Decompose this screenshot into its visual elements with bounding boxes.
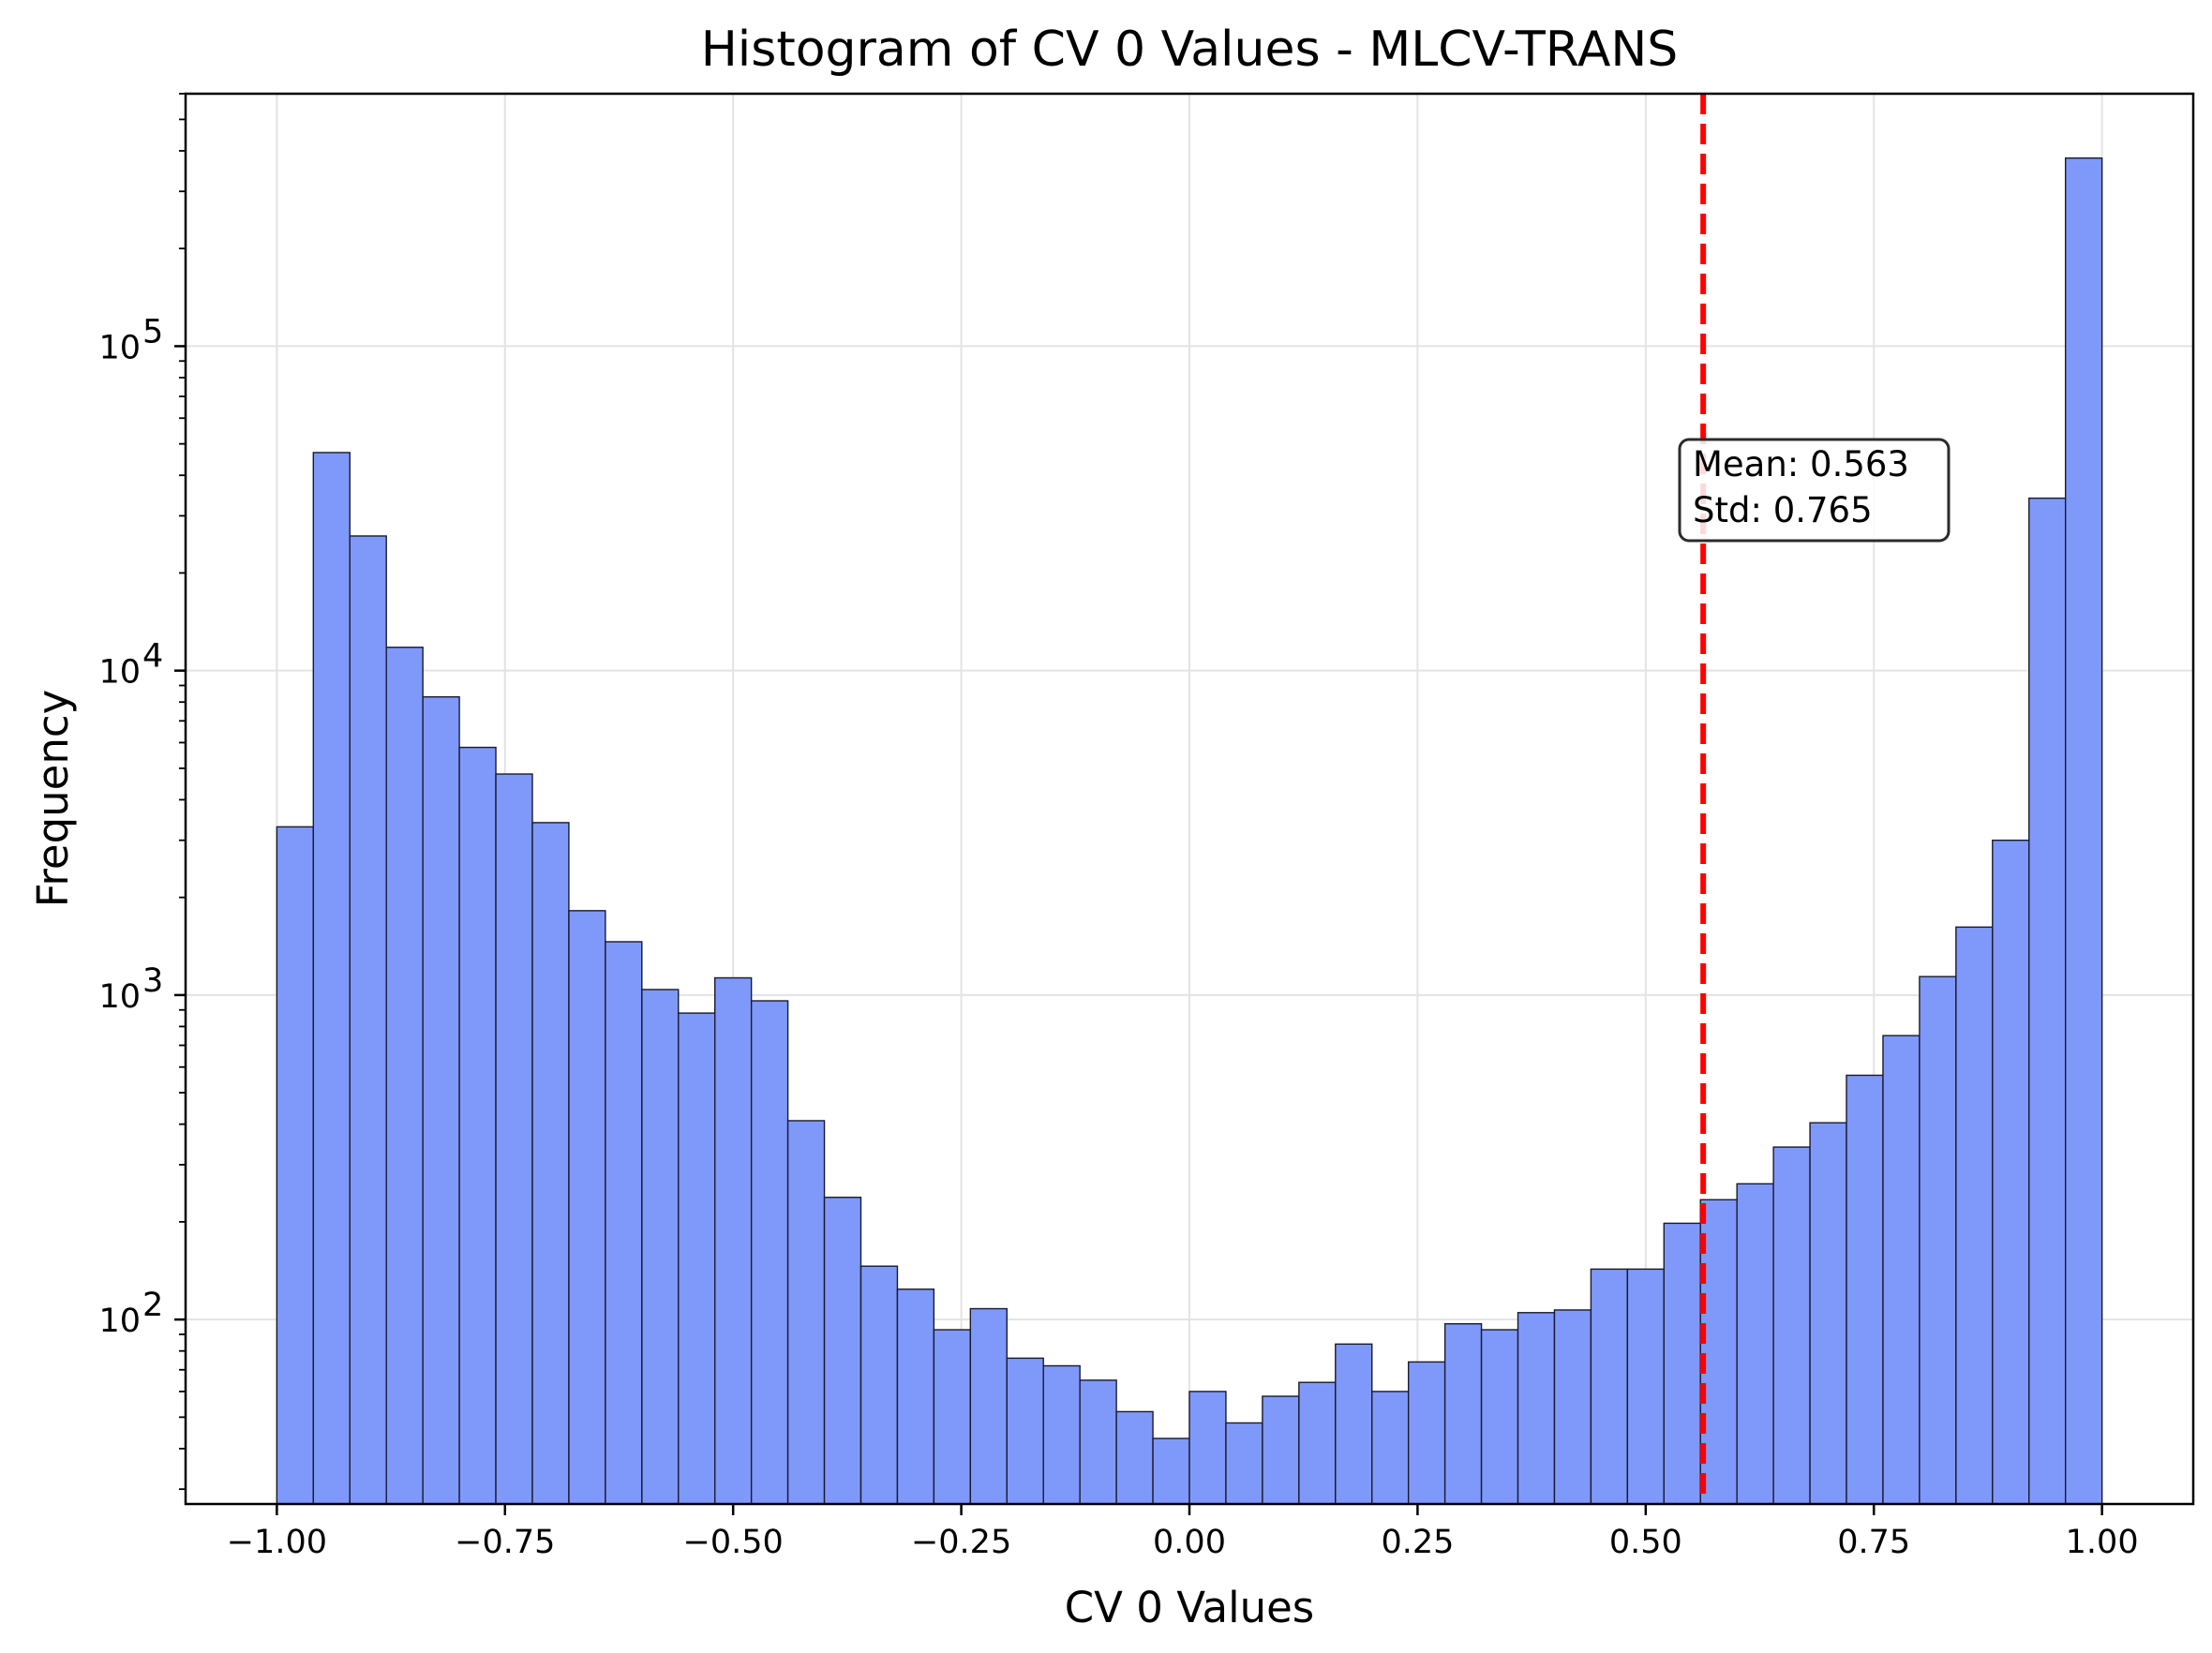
histogram-bar: [1480, 1329, 1519, 1505]
histogram-bar: [1736, 1183, 1774, 1505]
histogram-bar: [1115, 1410, 1154, 1505]
x-axis-ticks: −1.00 −0.75 −0.50 −0.25 0.00 0.25 0.50 0.75 1.00: [227, 1504, 2139, 1561]
histogram-bar: [605, 941, 643, 1505]
histogram-bar: [495, 773, 533, 1505]
histogram-bar: [1590, 1268, 1629, 1505]
mean-text: Mean: 0.563: [1693, 444, 1909, 484]
histogram-bar: [896, 1288, 935, 1505]
histogram-bar: [1992, 839, 2030, 1505]
histogram-bar: [1553, 1309, 1592, 1505]
histogram-bar: [458, 746, 497, 1505]
histogram-bar: [385, 647, 424, 1505]
histogram-bar: [1298, 1381, 1337, 1505]
x-tick-label: 0.75: [1837, 1524, 1910, 1561]
x-tick-label: 0.50: [1609, 1524, 1682, 1561]
chart-title: Histogram of CV 0 Values - MLCV-TRANS: [701, 22, 1679, 78]
histogram-bar: [422, 695, 460, 1505]
histogram-bar: [1006, 1357, 1044, 1505]
histogram-bar: [1882, 1035, 1921, 1505]
histogram-bar: [1152, 1437, 1190, 1505]
histogram-bar: [859, 1265, 899, 1505]
stats-box-frame: [1678, 438, 1950, 543]
histogram-bar: [1443, 1322, 1483, 1505]
histogram-bar: [2064, 156, 2103, 1505]
histogram-bar: [349, 535, 387, 1505]
histogram-bar: [933, 1329, 972, 1505]
histogram-bar: [1407, 1361, 1446, 1505]
y-tick-exponent: 5: [142, 313, 163, 350]
histogram-bar: [641, 989, 680, 1505]
x-tick-label: 0.00: [1153, 1524, 1226, 1561]
y-tick-label: 10: [98, 654, 141, 692]
y-tick-exponent: 2: [142, 1287, 163, 1324]
x-tick-label: −1.00: [227, 1524, 327, 1561]
histogram-bar: [568, 910, 606, 1505]
histogram-bar: [678, 1012, 716, 1505]
histogram-bar: [1335, 1343, 1373, 1505]
x-tick-label: −0.50: [683, 1524, 784, 1561]
y-tick-label: 10: [98, 978, 141, 1016]
histogram-bar: [969, 1307, 1008, 1505]
histogram-bar: [1042, 1364, 1081, 1505]
y-tick-label: 10: [98, 329, 141, 366]
y-tick-exponent: 3: [142, 962, 163, 1000]
histogram-bar: [823, 1197, 862, 1505]
histogram-bar: [786, 1120, 826, 1505]
x-tick-label: 0.25: [1381, 1524, 1454, 1561]
histogram-bar: [1225, 1422, 1263, 1505]
y-tick-label: 10: [98, 1303, 141, 1340]
histogram-bar: [1517, 1312, 1556, 1505]
histogram-bar: [276, 826, 315, 1505]
histogram-bar: [531, 822, 570, 1505]
histogram-bar: [312, 452, 351, 1505]
histogram-bar: [1663, 1222, 1701, 1505]
histogram-bars: [276, 156, 2103, 1505]
x-tick-label: 1.00: [2066, 1524, 2139, 1561]
histogram-bar: [1772, 1146, 1811, 1505]
x-tick-label: −0.75: [455, 1524, 555, 1561]
histogram-bar: [1699, 1199, 1738, 1505]
histogram-bar: [1809, 1122, 1847, 1505]
y-axis-label: Frequency: [28, 690, 78, 907]
histogram-bar: [1371, 1391, 1410, 1505]
histogram-bar: [1626, 1268, 1665, 1505]
histogram-bar: [2028, 497, 2067, 1505]
histogram-bar: [1262, 1395, 1300, 1505]
stats-box: Mean: 0.563 Std: 0.765: [1678, 438, 1950, 543]
x-tick-label: −0.25: [911, 1524, 1011, 1561]
histogram-bar: [1919, 975, 1957, 1505]
std-text: Std: 0.765: [1693, 490, 1873, 530]
x-axis-label: CV 0 Values: [1065, 1583, 1314, 1632]
histogram-bar: [750, 1000, 789, 1505]
histogram-bar: [1188, 1391, 1227, 1505]
histogram-bar: [1846, 1074, 1884, 1505]
y-tick-exponent: 4: [142, 638, 163, 676]
histogram-bar: [1955, 926, 1994, 1505]
histogram-bar: [1079, 1379, 1117, 1505]
histogram-bar: [714, 976, 753, 1505]
